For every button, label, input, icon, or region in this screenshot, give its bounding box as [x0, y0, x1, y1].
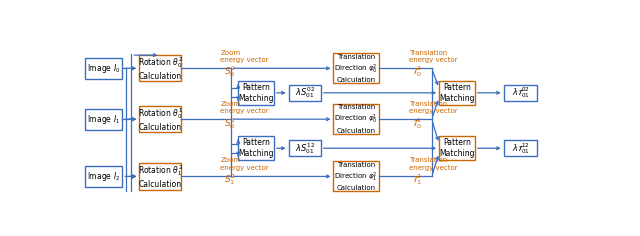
FancyBboxPatch shape	[85, 109, 122, 130]
FancyBboxPatch shape	[289, 85, 321, 101]
Text: $\lambda\mathcal{T}_{01}^{12}$: $\lambda\mathcal{T}_{01}^{12}$	[511, 141, 529, 156]
Text: Rotation $\theta_1^2$
Calculation: Rotation $\theta_1^2$ Calculation	[138, 163, 183, 190]
FancyBboxPatch shape	[333, 53, 379, 83]
Text: Zoom
energy vector: Zoom energy vector	[220, 50, 269, 63]
FancyBboxPatch shape	[140, 163, 181, 190]
Text: $S_0^2$: $S_0^2$	[224, 64, 236, 79]
Text: Zoom
energy vector: Zoom energy vector	[220, 157, 269, 171]
FancyBboxPatch shape	[333, 104, 379, 134]
Text: Pattern
Matching: Pattern Matching	[238, 83, 274, 103]
Text: $\lambda S_{01}^{12}$: $\lambda S_{01}^{12}$	[294, 141, 315, 156]
Text: Translation
Direction $\varphi_1^2$
Calculation: Translation Direction $\varphi_1^2$ Calc…	[335, 162, 378, 191]
Text: $S_1^2$: $S_1^2$	[224, 172, 236, 187]
Text: Image $I_2$: Image $I_2$	[87, 170, 120, 183]
FancyBboxPatch shape	[140, 106, 181, 132]
Text: Translation
Direction $\varphi_0^2$
Calculation: Translation Direction $\varphi_0^2$ Calc…	[335, 54, 378, 83]
Text: $\mathcal{T}_0^1$: $\mathcal{T}_0^1$	[412, 116, 422, 131]
FancyBboxPatch shape	[333, 161, 379, 191]
Text: Translation
Direction $\varphi_0^1$
Calculation: Translation Direction $\varphi_0^1$ Calc…	[335, 105, 378, 134]
Text: Translation
energy vector: Translation energy vector	[409, 50, 458, 63]
Text: $\mathcal{T}_1^2$: $\mathcal{T}_1^2$	[412, 172, 422, 187]
FancyBboxPatch shape	[85, 166, 122, 187]
FancyBboxPatch shape	[439, 81, 475, 105]
FancyBboxPatch shape	[504, 140, 538, 156]
Text: Image $I_0$: Image $I_0$	[87, 62, 120, 75]
FancyBboxPatch shape	[504, 85, 538, 101]
FancyBboxPatch shape	[439, 136, 475, 160]
Text: $\lambda\mathcal{T}_{01}^{02}$: $\lambda\mathcal{T}_{01}^{02}$	[511, 85, 529, 100]
Text: Translation
energy vector: Translation energy vector	[409, 157, 458, 171]
Text: Rotation $\theta_0^2$
Calculation: Rotation $\theta_0^2$ Calculation	[138, 55, 183, 81]
Text: $\lambda S_{01}^{02}$: $\lambda S_{01}^{02}$	[294, 85, 315, 100]
FancyBboxPatch shape	[289, 140, 321, 156]
FancyBboxPatch shape	[85, 58, 122, 79]
Text: $S_0^1$: $S_0^1$	[224, 116, 236, 131]
FancyBboxPatch shape	[238, 81, 274, 105]
Text: Pattern
Matching: Pattern Matching	[439, 138, 475, 158]
Text: Zoom
energy vector: Zoom energy vector	[220, 101, 269, 114]
Text: $\mathcal{T}_0^2$: $\mathcal{T}_0^2$	[412, 64, 422, 79]
FancyBboxPatch shape	[238, 136, 274, 160]
FancyBboxPatch shape	[140, 55, 181, 81]
Text: Image $I_1$: Image $I_1$	[87, 113, 120, 126]
Text: Pattern
Matching: Pattern Matching	[238, 138, 274, 158]
Text: Translation
energy vector: Translation energy vector	[409, 101, 458, 114]
Text: Rotation $\theta_0^1$
Calculation: Rotation $\theta_0^1$ Calculation	[138, 106, 183, 132]
Text: Pattern
Matching: Pattern Matching	[439, 83, 475, 103]
